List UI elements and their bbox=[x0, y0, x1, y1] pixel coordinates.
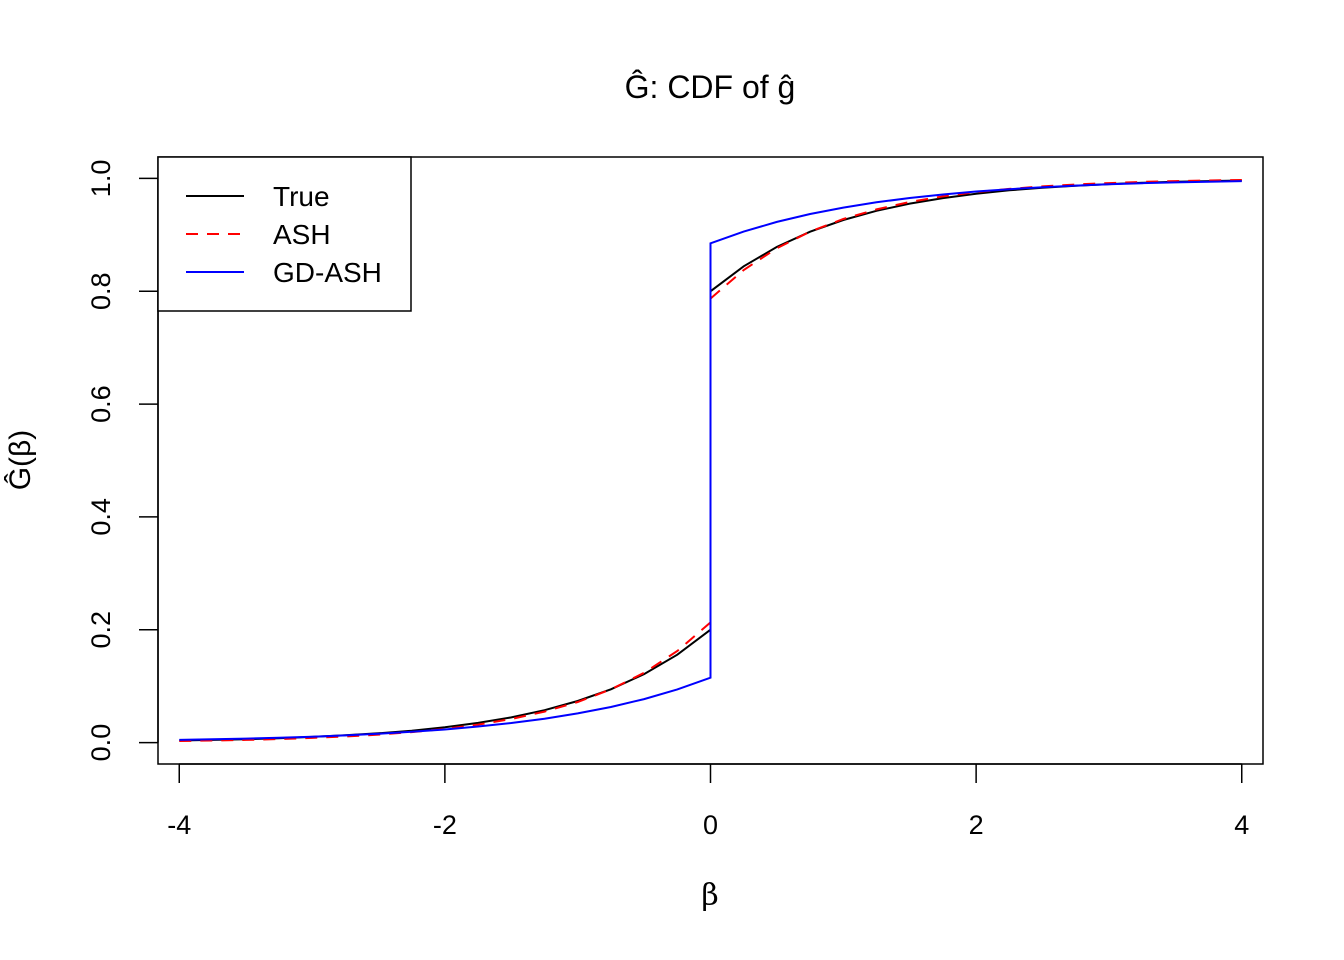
series-lines bbox=[179, 179, 1242, 742]
legend-label: ASH bbox=[273, 219, 331, 250]
legend-label: GD-ASH bbox=[273, 257, 382, 288]
y-axis-label: Ĝ(β) bbox=[3, 430, 37, 491]
y-tick-label: 1.0 bbox=[86, 160, 116, 198]
legend-box bbox=[157, 156, 412, 312]
x-tick-label: 4 bbox=[1234, 810, 1249, 840]
x-tick-label: -2 bbox=[433, 810, 457, 840]
x-axis-label: β bbox=[701, 878, 718, 913]
series-line-gd-ash bbox=[179, 180, 1242, 741]
y-axis: 0.0 0.2 0.4 0.6 0.8 1.0 bbox=[86, 160, 159, 762]
y-tick-label: 0.0 bbox=[86, 724, 116, 762]
y-tick-label: 0.2 bbox=[86, 611, 116, 649]
x-tick-label: -4 bbox=[167, 810, 191, 840]
x-tick-label: 0 bbox=[703, 810, 718, 840]
y-tick-label: 0.6 bbox=[86, 385, 116, 423]
chart-title: Ĝ: CDF of ĝ bbox=[625, 69, 796, 105]
x-axis: -4 -2 0 2 4 bbox=[167, 763, 1249, 840]
y-tick-label: 0.8 bbox=[86, 272, 116, 310]
legend-label: True bbox=[273, 181, 330, 212]
y-tick-label: 0.4 bbox=[86, 498, 116, 536]
x-tick-label: 2 bbox=[969, 810, 984, 840]
legend: True ASH GD-ASH bbox=[157, 156, 412, 312]
